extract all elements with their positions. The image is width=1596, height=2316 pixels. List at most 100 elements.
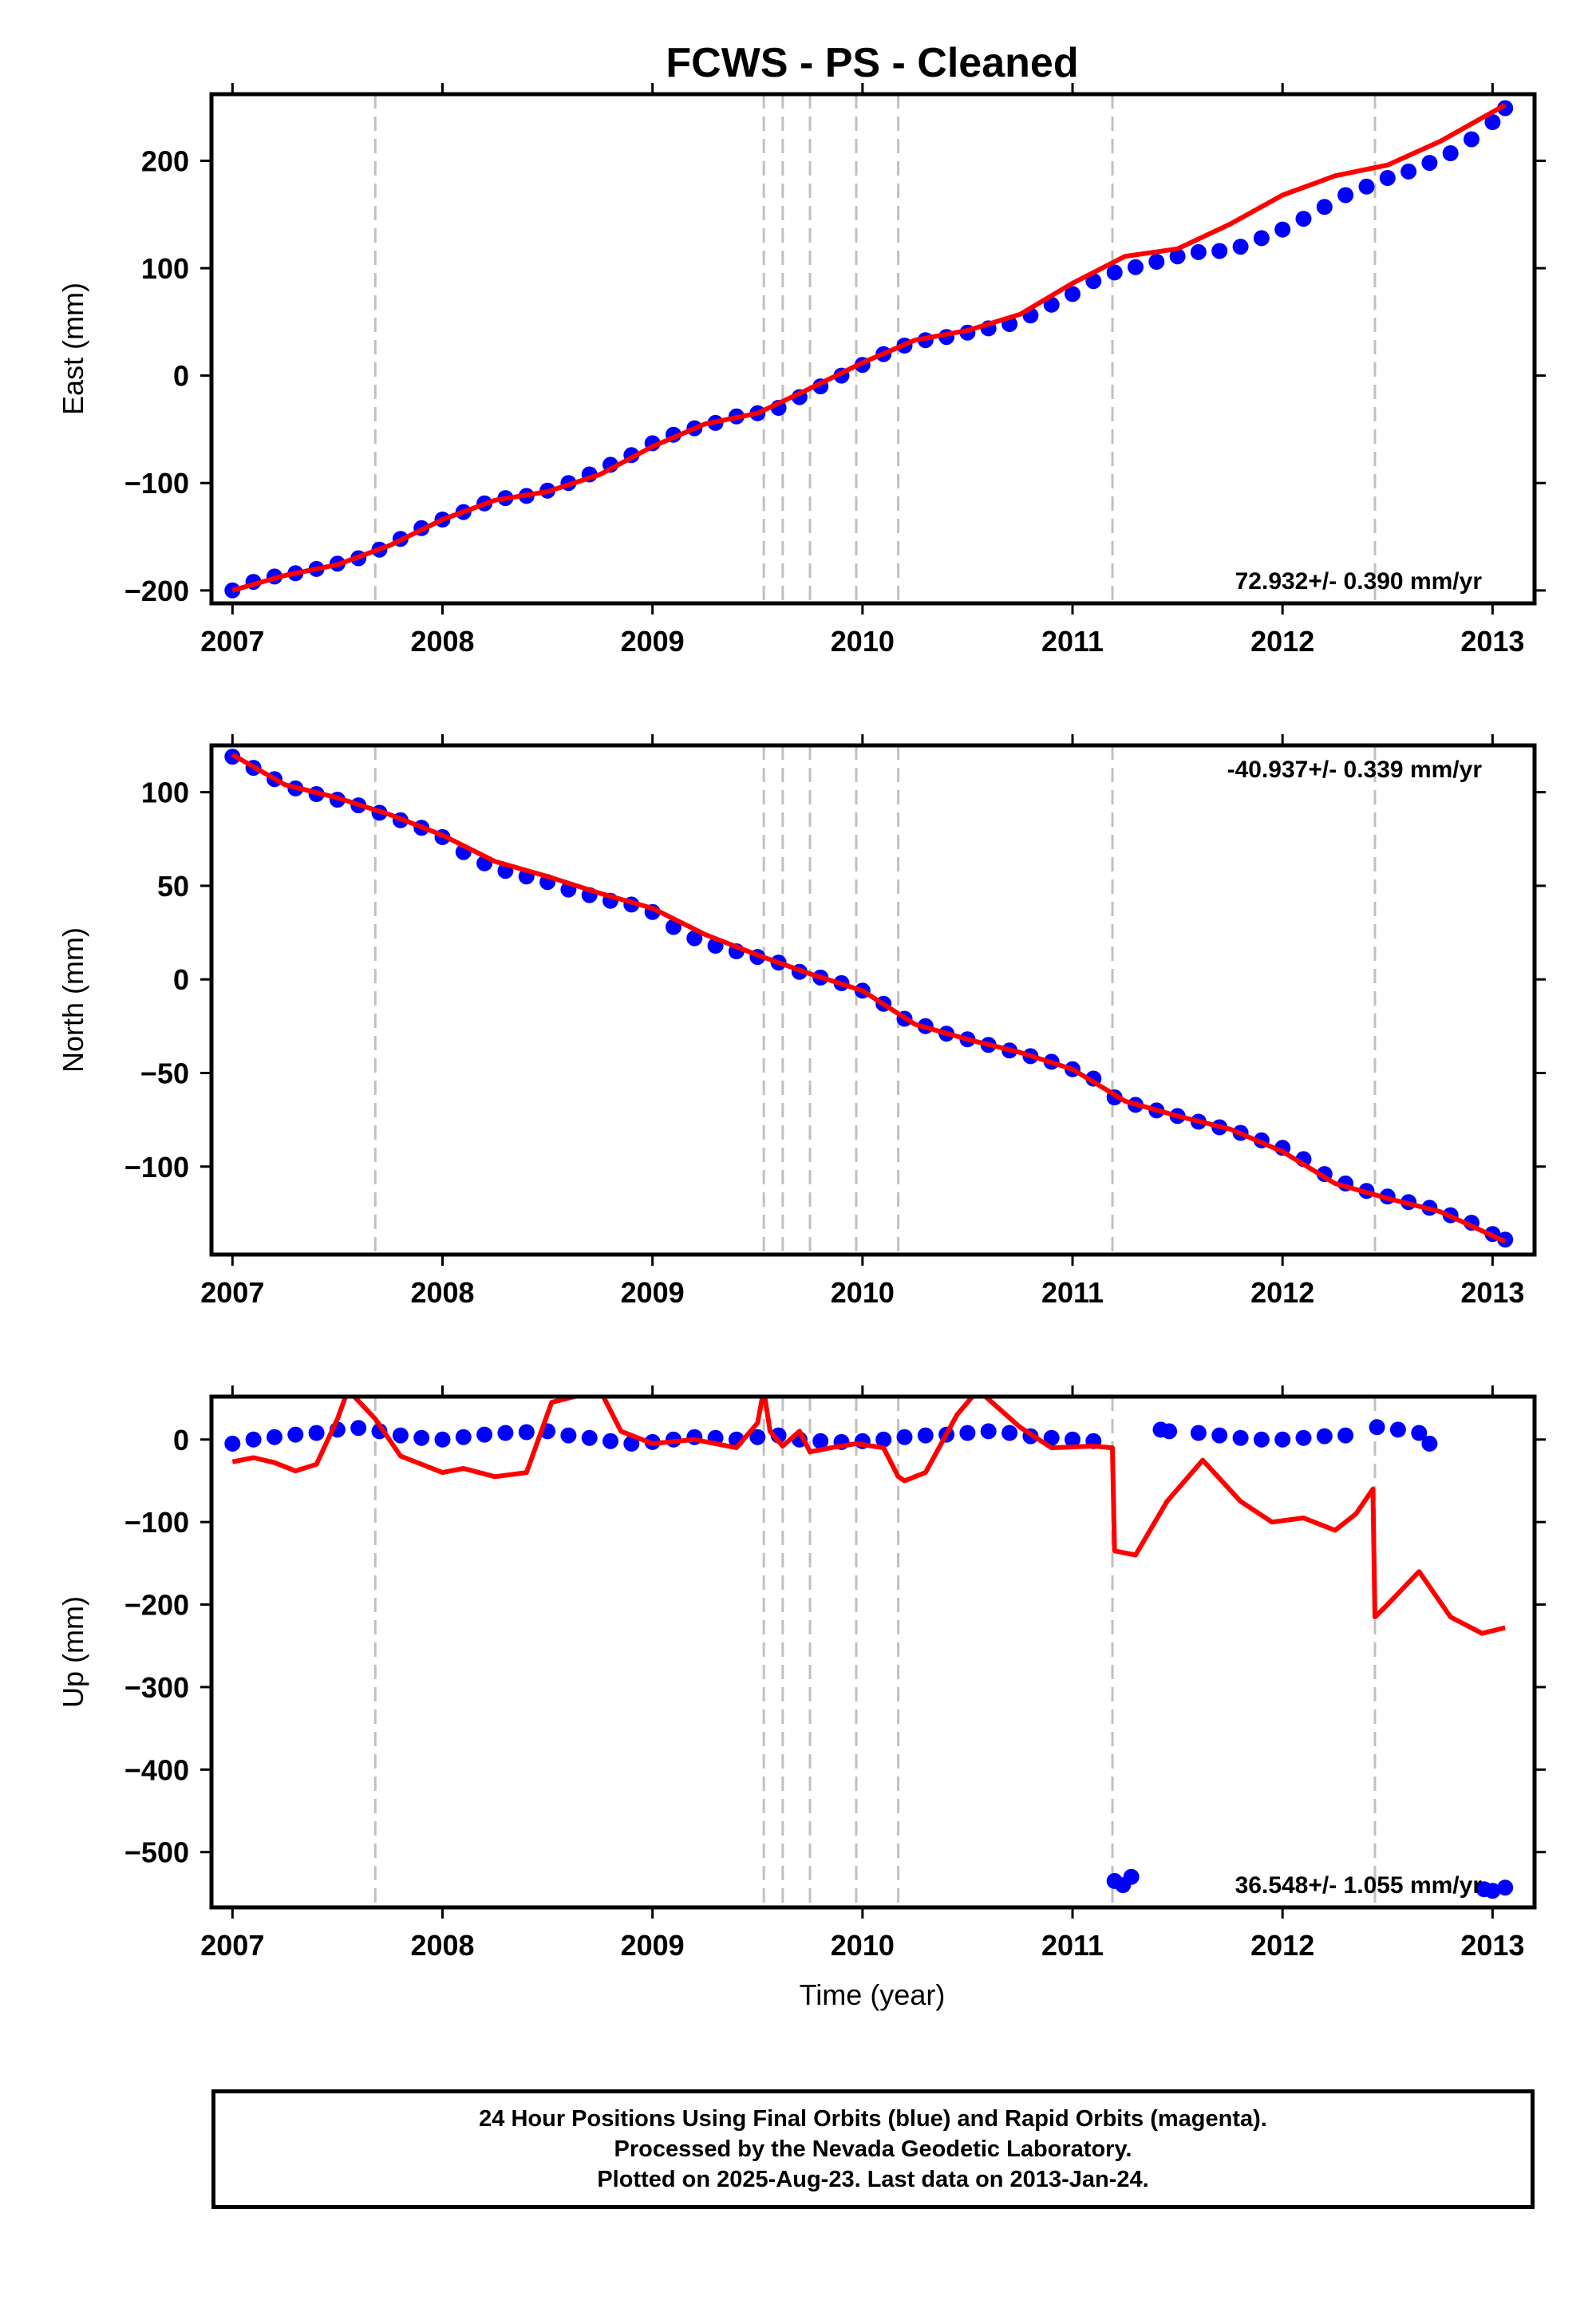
east-y-tick-label: −100	[124, 467, 189, 500]
up-data-point	[476, 1426, 493, 1443]
up-x-tick-label: 2007	[200, 1929, 264, 1962]
up-data-point	[1211, 1427, 1228, 1444]
up-y-tick-label: −400	[124, 1753, 189, 1786]
x-axis-label: Time (year)	[800, 1978, 946, 2011]
up-y-tick-label: −500	[124, 1836, 189, 1869]
east-data-point	[1106, 264, 1123, 281]
up-data-point	[1043, 1429, 1060, 1446]
east-x-tick-label: 2009	[621, 625, 685, 658]
north-y-tick-label: 100	[141, 777, 189, 809]
footer-line-3: Plotted on 2025-Aug-23. Last data on 201…	[597, 2167, 1149, 2192]
east-y-tick-label: −200	[124, 575, 189, 607]
up-plot-frame	[209, 1394, 1537, 1910]
footer-line-1: 24 Hour Positions Using Final Orbits (bl…	[479, 2106, 1267, 2132]
up-model-fit-line	[231, 1397, 1506, 1636]
east-x-tick-label: 2013	[1460, 625, 1524, 658]
up-x-tick-label: 2013	[1460, 1929, 1524, 1962]
up-data-point	[1161, 1423, 1178, 1440]
north-y-tick-label: 0	[173, 963, 189, 996]
up-data-point	[455, 1429, 472, 1445]
up-data-point	[518, 1424, 535, 1441]
up-y-tick-label: −300	[124, 1671, 189, 1704]
up-data-point	[1190, 1425, 1207, 1441]
east-data-point	[1169, 248, 1186, 265]
east-data-point	[1442, 145, 1459, 161]
up-data-point	[1497, 1879, 1514, 1896]
up-data-point	[1274, 1431, 1291, 1448]
east-data-point	[1190, 243, 1207, 260]
east-data-point	[1337, 187, 1354, 204]
up-data-point	[812, 1433, 829, 1449]
up-data-point	[308, 1425, 325, 1441]
up-x-tick-label: 2009	[621, 1929, 685, 1962]
up-data-point	[1389, 1421, 1406, 1438]
up-x-tick-label: 2011	[1041, 1929, 1104, 1962]
east-x-tick-label: 2010	[831, 625, 895, 658]
up-data-point	[267, 1429, 282, 1445]
up-data-point	[287, 1426, 304, 1443]
up-data-point	[602, 1433, 618, 1449]
east-y-axis-label: East (mm)	[57, 283, 89, 415]
up-data-point	[1123, 1868, 1140, 1885]
north-x-tick-label: 2012	[1250, 1276, 1314, 1309]
up-data-point	[413, 1429, 430, 1446]
north-x-tick-label: 2009	[621, 1276, 685, 1309]
east-data-point	[1484, 114, 1501, 130]
up-data-point	[875, 1431, 892, 1448]
north-x-tick-label: 2010	[831, 1276, 895, 1309]
up-data-point	[1411, 1425, 1428, 1441]
east-data-point	[1232, 239, 1249, 255]
east-data-point	[1358, 178, 1375, 195]
east-y-tick-label: 200	[141, 144, 189, 177]
east-x-tick-label: 2007	[200, 625, 264, 658]
east-data-point	[1295, 211, 1312, 227]
up-x-tick-label: 2008	[410, 1929, 474, 1962]
up-data-point	[224, 1435, 241, 1452]
east-data-point	[1421, 155, 1438, 172]
east-data-point	[1316, 199, 1333, 215]
north-panel: 2007 2008 2009 2010 2011 2012 2013 −100 −50 0 50 10…	[57, 734, 1546, 1309]
up-data-point	[497, 1425, 514, 1441]
up-data-point	[1484, 1883, 1501, 1899]
up-y-tick-label: 0	[173, 1424, 189, 1456]
north-rate-label: -40.937+/- 0.339 mm/yr	[1227, 757, 1483, 783]
east-data-point	[1253, 230, 1270, 247]
figure-title: FCWS - PS - Cleaned	[666, 40, 1078, 86]
east-panel: 2007 2008 2009 2010 2011 2012 2013 −200 −100 0 100…	[57, 83, 1546, 658]
up-data-point	[917, 1427, 934, 1444]
up-data-point	[896, 1429, 913, 1445]
up-data-point	[1337, 1427, 1354, 1444]
up-data-point	[1253, 1431, 1270, 1448]
up-data-point	[1065, 1431, 1080, 1448]
up-panel: 2007 2008 2009 2010 2011 2012 2013 −500 −400 −300…	[57, 1385, 1546, 1962]
up-y-tick-label: −200	[124, 1589, 189, 1622]
up-y-axis-label: Up (mm)	[57, 1596, 89, 1708]
north-x-tick-label: 2011	[1041, 1276, 1104, 1309]
east-data-point	[1400, 163, 1417, 180]
up-data-point	[623, 1435, 640, 1452]
east-data-point	[1497, 100, 1514, 117]
north-y-axis-label: North (mm)	[57, 927, 89, 1073]
north-x-tick-label: 2008	[410, 1276, 474, 1309]
east-data-point	[1128, 259, 1144, 275]
up-data-point	[434, 1431, 451, 1448]
east-plot-frame	[209, 92, 1537, 606]
east-x-tick-label: 2012	[1250, 625, 1314, 658]
up-data-point	[959, 1425, 976, 1441]
up-data-point	[1232, 1429, 1249, 1446]
up-data-point	[1295, 1429, 1312, 1446]
east-data-point	[1464, 131, 1479, 148]
east-model-fit-line	[231, 102, 1507, 593]
north-x-tick-label: 2007	[200, 1276, 264, 1309]
up-y-tick-label: −100	[124, 1506, 189, 1539]
up-data-point	[749, 1429, 766, 1445]
east-data-point	[1148, 254, 1165, 270]
north-x-tick-label: 2013	[1460, 1276, 1524, 1309]
up-data-point	[1369, 1419, 1385, 1436]
up-rate-label: 36.548+/- 1.055 mm/yr	[1235, 1872, 1483, 1899]
footer-line-2: Processed by the Nevada Geodetic Laborat…	[614, 2136, 1132, 2162]
north-y-tick-label: −50	[140, 1057, 189, 1089]
east-data-point	[1211, 243, 1228, 259]
east-data-point	[1379, 170, 1396, 186]
